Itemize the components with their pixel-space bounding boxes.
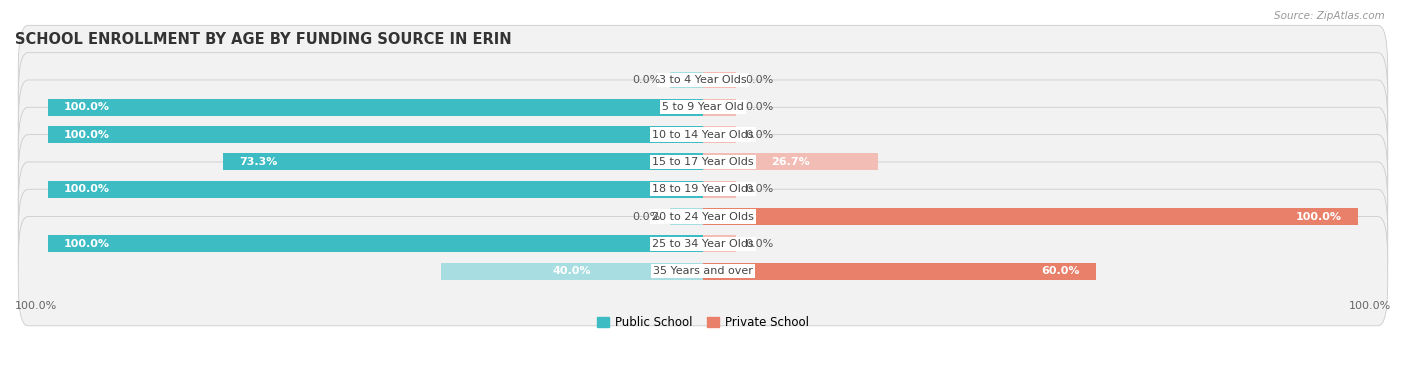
Bar <box>48 126 703 143</box>
Bar <box>703 72 735 89</box>
Text: 73.3%: 73.3% <box>239 157 277 167</box>
Text: 100.0%: 100.0% <box>65 102 110 112</box>
Text: 100.0%: 100.0% <box>1348 301 1391 311</box>
FancyBboxPatch shape <box>18 216 1388 326</box>
Text: SCHOOL ENROLLMENT BY AGE BY FUNDING SOURCE IN ERIN: SCHOOL ENROLLMENT BY AGE BY FUNDING SOUR… <box>15 32 512 47</box>
Bar <box>703 181 735 198</box>
FancyBboxPatch shape <box>18 53 1388 162</box>
Bar <box>703 263 1097 280</box>
Text: 5 to 9 Year Old: 5 to 9 Year Old <box>662 102 744 112</box>
Text: 0.0%: 0.0% <box>745 75 773 85</box>
Legend: Public School, Private School: Public School, Private School <box>593 313 813 333</box>
Bar <box>703 126 735 143</box>
Bar <box>222 153 703 170</box>
FancyBboxPatch shape <box>18 107 1388 216</box>
Bar <box>48 235 703 252</box>
Text: 0.0%: 0.0% <box>745 184 773 194</box>
Text: 0.0%: 0.0% <box>745 130 773 139</box>
Text: 0.0%: 0.0% <box>745 239 773 249</box>
FancyBboxPatch shape <box>18 25 1388 135</box>
Text: 20 to 24 Year Olds: 20 to 24 Year Olds <box>652 211 754 222</box>
Text: 10 to 14 Year Olds: 10 to 14 Year Olds <box>652 130 754 139</box>
Text: 26.7%: 26.7% <box>770 157 810 167</box>
Text: 40.0%: 40.0% <box>553 266 591 276</box>
Text: 35 Years and over: 35 Years and over <box>652 266 754 276</box>
Bar <box>703 153 877 170</box>
Text: 0.0%: 0.0% <box>745 102 773 112</box>
Bar <box>703 235 735 252</box>
Bar <box>671 72 703 89</box>
Bar <box>441 263 703 280</box>
FancyBboxPatch shape <box>18 80 1388 189</box>
Text: 0.0%: 0.0% <box>633 211 661 222</box>
Bar <box>671 208 703 225</box>
Text: 3 to 4 Year Olds: 3 to 4 Year Olds <box>659 75 747 85</box>
FancyBboxPatch shape <box>18 189 1388 299</box>
Text: 100.0%: 100.0% <box>65 130 110 139</box>
Text: 60.0%: 60.0% <box>1042 266 1080 276</box>
Text: 100.0%: 100.0% <box>1296 211 1341 222</box>
Text: 0.0%: 0.0% <box>633 75 661 85</box>
Text: 100.0%: 100.0% <box>65 184 110 194</box>
Bar <box>48 181 703 198</box>
Bar <box>703 99 735 116</box>
Text: 25 to 34 Year Olds: 25 to 34 Year Olds <box>652 239 754 249</box>
Text: Source: ZipAtlas.com: Source: ZipAtlas.com <box>1274 11 1385 21</box>
Bar <box>703 208 1358 225</box>
Text: 18 to 19 Year Olds: 18 to 19 Year Olds <box>652 184 754 194</box>
FancyBboxPatch shape <box>18 135 1388 244</box>
Bar <box>48 99 703 116</box>
Text: 100.0%: 100.0% <box>15 301 58 311</box>
Text: 100.0%: 100.0% <box>65 239 110 249</box>
Text: 15 to 17 Year Olds: 15 to 17 Year Olds <box>652 157 754 167</box>
FancyBboxPatch shape <box>18 162 1388 271</box>
